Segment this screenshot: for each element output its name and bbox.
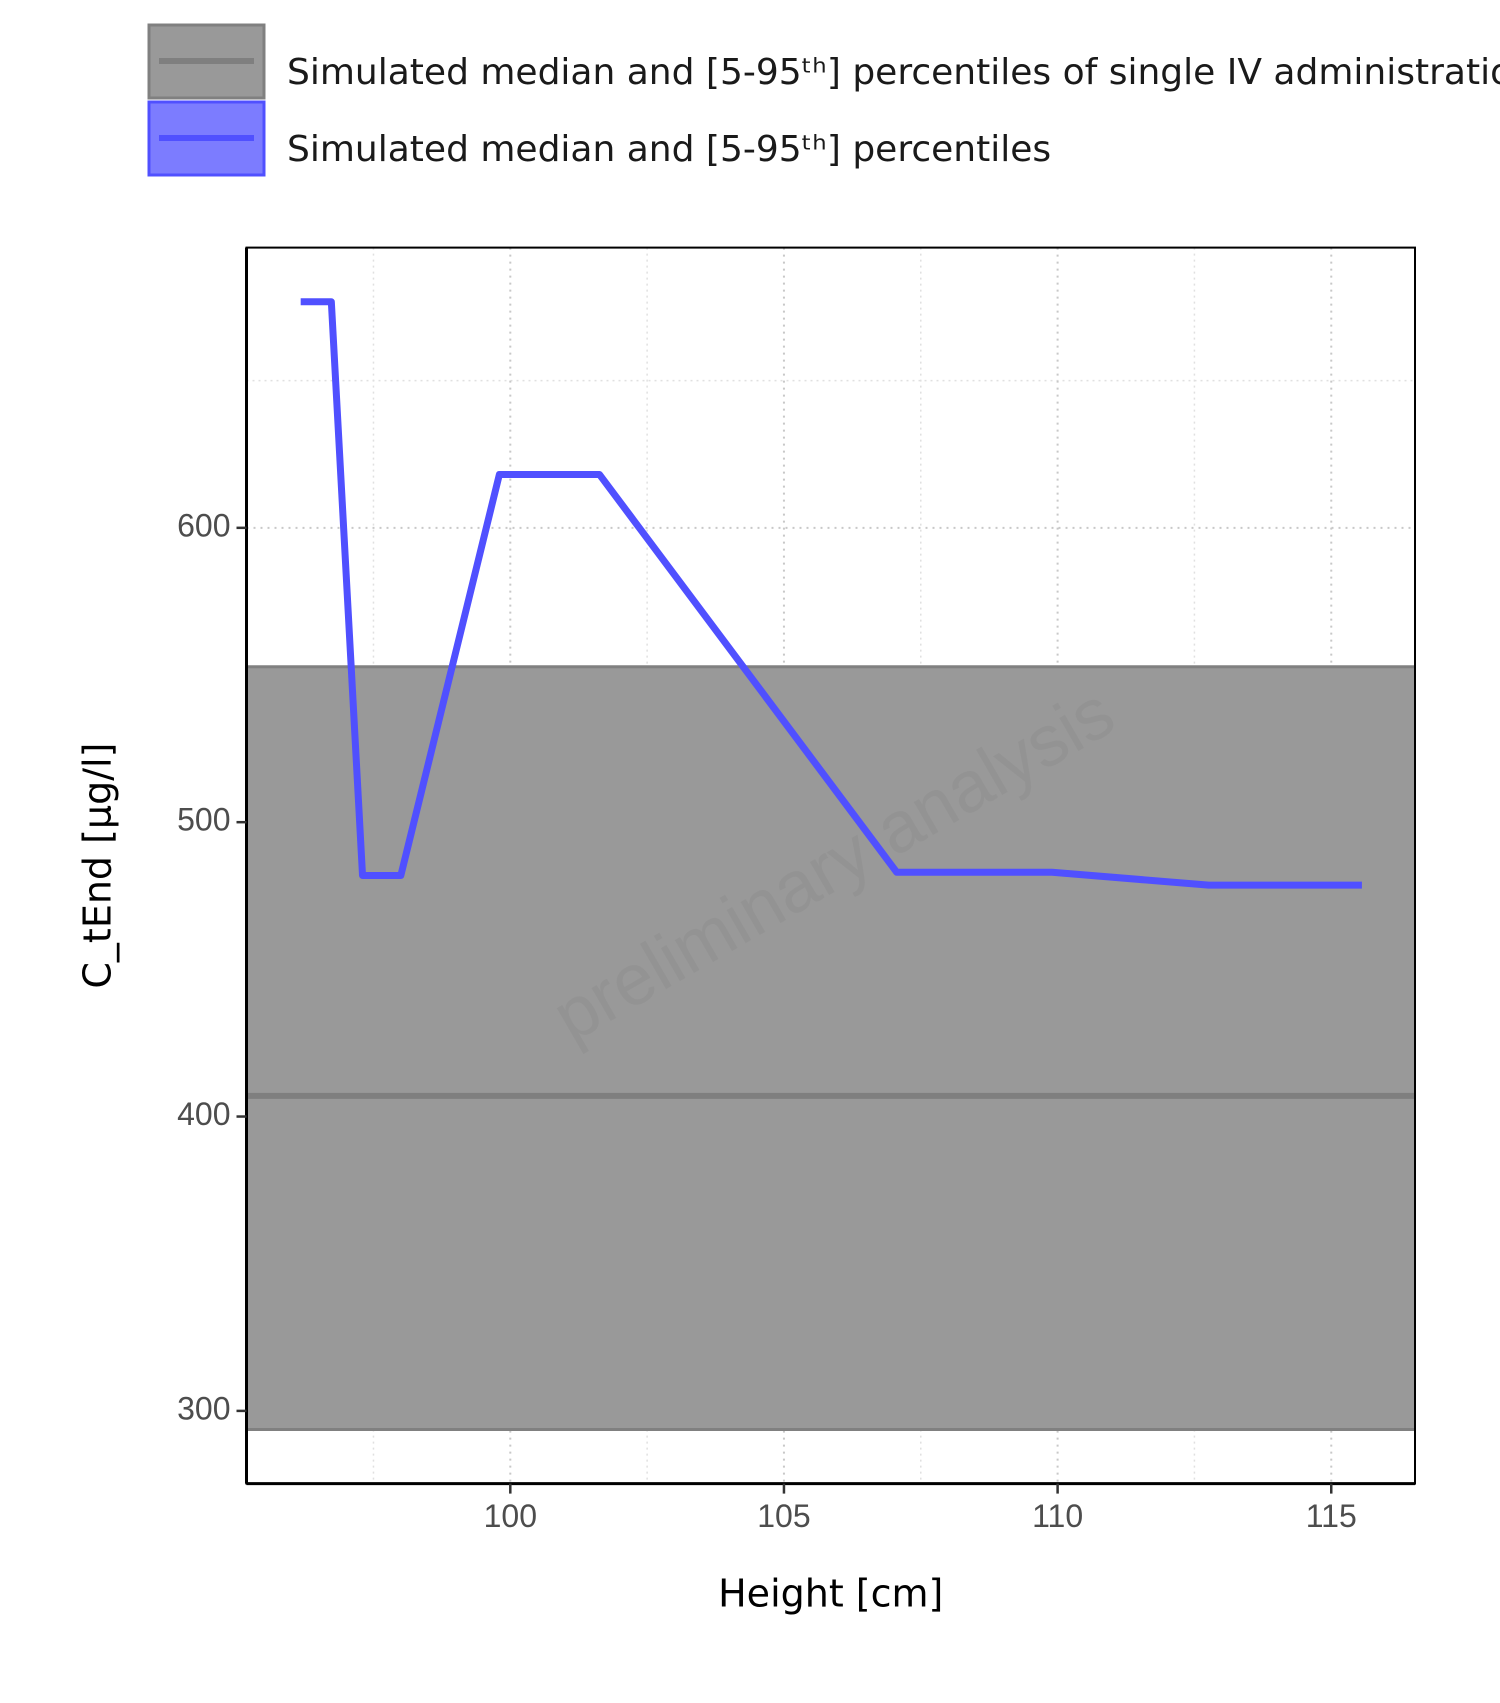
y-tick-label: 400: [177, 1096, 230, 1132]
y-axis-title: C_tEnd [µg/l]: [76, 743, 120, 989]
x-tick-label: 100: [484, 1498, 537, 1534]
x-tick-label: 110: [1032, 1498, 1083, 1534]
x-axis-title: Height [cm]: [718, 1572, 943, 1616]
y-tick-label: 600: [177, 507, 230, 543]
data-line: [300, 298, 1362, 889]
x-tick-label: 105: [757, 1498, 810, 1534]
x-tick-label: 115: [1306, 1498, 1357, 1534]
reference-band: [246, 666, 1415, 1430]
legend-label: Simulated median and [5-95ᵗʰ] percentile…: [287, 129, 1051, 170]
y-tick-label: 300: [177, 1390, 230, 1426]
y-tick-label: 500: [177, 802, 230, 838]
legend-label: Simulated median and [5-95ᵗʰ] percentile…: [287, 52, 1500, 93]
